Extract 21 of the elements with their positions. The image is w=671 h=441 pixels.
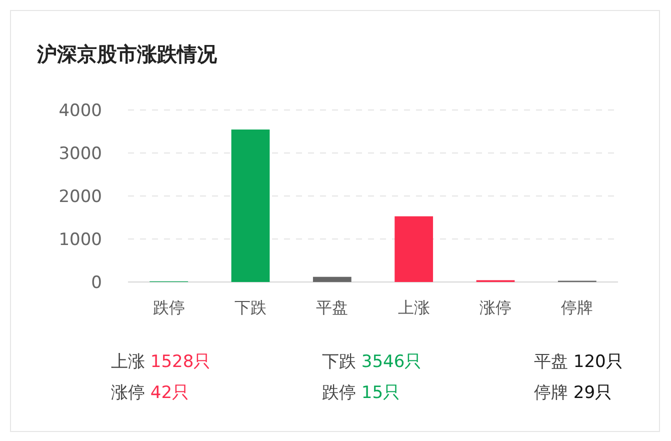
y-tick-label: 0 bbox=[91, 273, 102, 293]
bar bbox=[312, 276, 352, 282]
x-tick-label: 停牌 bbox=[561, 298, 594, 317]
text: 下跌 3546只 bbox=[322, 352, 422, 372]
text: 停牌 29只 bbox=[534, 383, 612, 403]
x-tick-label: 跌停 bbox=[152, 298, 185, 317]
y-tick-label: 2000 bbox=[58, 187, 102, 207]
x-tick-label: 下跌 bbox=[234, 298, 266, 317]
x-tick-label: 平盘 bbox=[316, 298, 348, 317]
y-tick-label: 4000 bbox=[58, 101, 102, 121]
bar bbox=[231, 130, 270, 282]
x-tick-label: 涨停 bbox=[480, 298, 512, 317]
bar bbox=[394, 216, 434, 282]
text: 平盘 120只 bbox=[534, 352, 623, 372]
text: 上涨 1528只 bbox=[111, 352, 211, 372]
chart-title: 沪深京股市涨跌情况 bbox=[36, 42, 218, 66]
text: 涨停 42只 bbox=[111, 383, 190, 403]
x-tick-label: 上涨 bbox=[398, 298, 430, 317]
text: 跌停 15只 bbox=[322, 383, 400, 403]
y-tick-label: 3000 bbox=[58, 144, 102, 164]
y-tick-label: 1000 bbox=[58, 230, 102, 250]
